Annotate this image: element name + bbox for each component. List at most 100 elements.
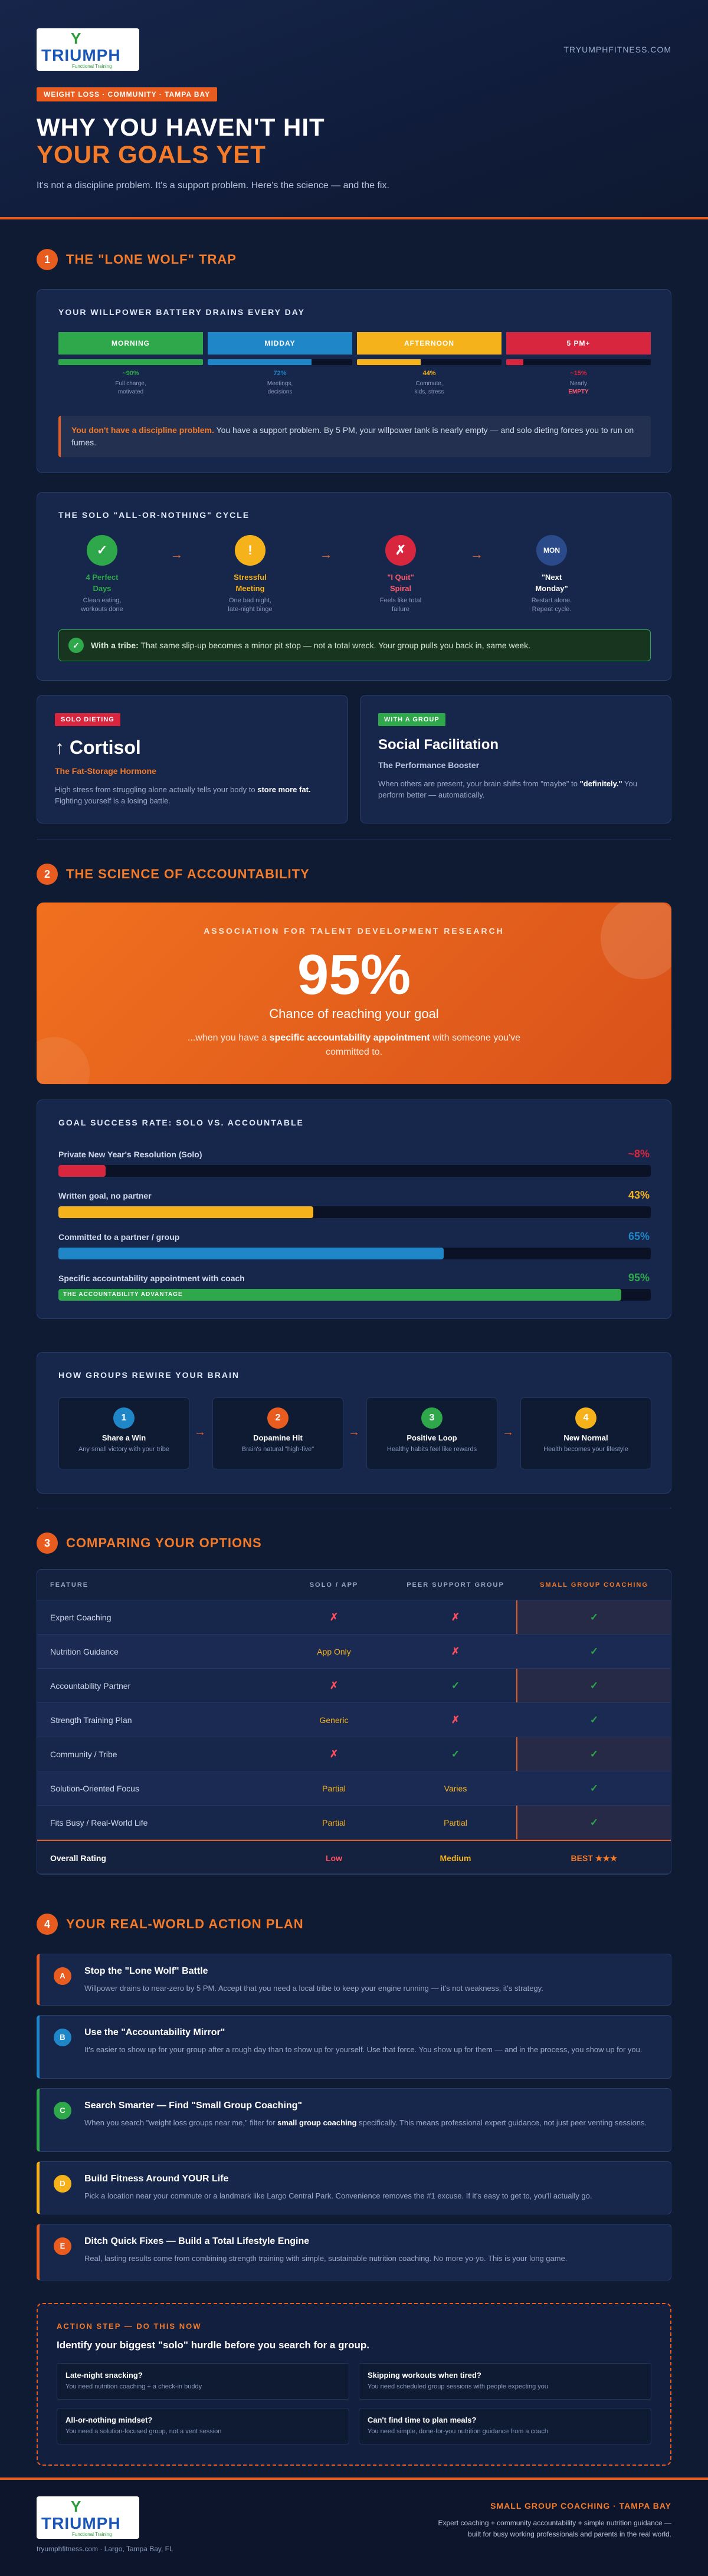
- table-cell: Partial: [322, 1784, 346, 1793]
- chart-bar: [58, 1206, 313, 1218]
- table-row: Accountability Partner ✗ ✓ ✓: [37, 1669, 671, 1703]
- action-item: D Build Fitness Around YOUR Life Pick a lo…: [37, 2161, 671, 2214]
- label-line: "I Quit": [387, 573, 414, 582]
- check-icon: ✓: [68, 638, 84, 653]
- action-letter: C: [54, 2102, 71, 2119]
- label-line: Stressful: [234, 573, 267, 582]
- desc-line: Feels like total: [379, 597, 422, 604]
- table-cell: Generic: [319, 1715, 349, 1725]
- comparison-table: FEATURE SOLO / APP PEER SUPPORT GROUP SMALL…: [37, 1569, 671, 1875]
- stat-detail: ...when you have a specific accountabili…: [37, 1031, 671, 1059]
- hero-title-line-1: WHY YOU HAVEN'T HIT: [37, 113, 325, 141]
- cycle-step-label: "Next Monday": [502, 572, 602, 594]
- brain-step: 2 Dopamine Hit Brain's natural "high-five": [212, 1397, 343, 1469]
- logo-mark-icon: Y: [71, 2498, 81, 2515]
- desc-line: Clean eating,: [83, 597, 122, 604]
- action-letter: D: [54, 2175, 71, 2193]
- step-label: Positive Loop: [407, 1433, 457, 1442]
- brain-step: 4 New Normal Health becomes your lifestyle: [520, 1397, 651, 1469]
- overall-value: Low: [326, 1853, 342, 1863]
- table-header-row: FEATURE SOLO / APP PEER SUPPORT GROUP SMALL…: [37, 1570, 671, 1600]
- table-cell: ✓: [451, 1680, 460, 1691]
- stat-percent: 95%: [297, 943, 411, 1006]
- logo-tagline: Functional Training: [72, 64, 112, 69]
- feature-name: Fits Busy / Real-World Life: [50, 1818, 148, 1827]
- cycle-step-desc: One bad night, late-night binge: [200, 596, 300, 614]
- section-number: 3: [37, 1533, 58, 1554]
- arrow-right-icon: →: [502, 1426, 514, 1439]
- battery-description: Commute, kids, stress: [357, 380, 502, 396]
- arrow-right-icon: →: [470, 547, 483, 562]
- brain-step: 1 Share a Win Any small victory with your …: [58, 1397, 189, 1469]
- label-line: 4 Perfect: [86, 573, 119, 582]
- arrow-right-icon: →: [194, 1426, 206, 1439]
- step-number: 4: [575, 1407, 596, 1429]
- desc-emphasis: small group coaching: [277, 2118, 357, 2127]
- table-cell: Varies: [444, 1784, 467, 1793]
- desc-line: Restart alone.: [531, 597, 572, 604]
- arrow-right-icon: →: [319, 547, 333, 562]
- section-title: THE SCIENCE OF ACCOUNTABILITY: [66, 867, 310, 881]
- hurdle-option[interactable]: Late-night snacking? You need nutrition c…: [57, 2363, 349, 2400]
- success-rate-chart: GOAL SUCCESS RATE: SOLO VS. ACCOUNTABLE …: [37, 1100, 671, 1319]
- brain-step: 3 Positive Loop Healthy habits feel like r…: [366, 1397, 497, 1469]
- action-step-question: Identify your biggest "solo" hurdle befo…: [57, 2339, 369, 2351]
- solo-description: High stress from struggling alone actual…: [55, 784, 332, 806]
- logo[interactable]: Y TRIUMPH Functional Training: [37, 28, 139, 71]
- overall-label: Overall Rating: [50, 1853, 106, 1863]
- battery-meter: [58, 359, 203, 365]
- label-line: "Next: [541, 573, 562, 582]
- desc-line: Meetings,: [267, 380, 293, 387]
- detail-part: ...when you have a: [187, 1033, 270, 1043]
- battery-percent: ~15%: [570, 370, 587, 377]
- desc-line: EMPTY: [568, 389, 589, 395]
- stat-hero-card: ASSOCIATION FOR TALENT DEVELOPMENT RESEA…: [37, 903, 671, 1084]
- card-title: YOUR WILLPOWER BATTERY DRAINS EVERY DAY: [58, 307, 305, 317]
- group-description: When others are present, your brain shif…: [378, 778, 655, 800]
- action-description: When you search "weight loss groups near…: [84, 2117, 651, 2129]
- step-desc: Any small victory with your tribe: [78, 1446, 170, 1453]
- desc-line: decisions: [267, 389, 293, 395]
- feature-name: Community / Tribe: [50, 1750, 117, 1759]
- chart-value-label: 65%: [628, 1230, 650, 1242]
- willpower-battery-card: YOUR WILLPOWER BATTERY DRAINS EVERY DAY …: [37, 289, 671, 473]
- desc-line: kids, stress: [414, 389, 444, 395]
- site-url[interactable]: TRYUMPHFITNESS.COM: [563, 45, 671, 54]
- hurdle-option[interactable]: Can't find time to plan meals? You need s…: [359, 2408, 651, 2444]
- table-cell: ✓: [589, 1748, 599, 1760]
- logo-mark-icon: Y: [71, 29, 81, 47]
- table-cell: Partial: [444, 1818, 467, 1827]
- section-number: 1: [37, 249, 58, 270]
- stat-caption: Chance of reaching your goal: [269, 1006, 439, 1021]
- footer-logo[interactable]: Y TRIUMPH Functional Training: [37, 2496, 139, 2539]
- hero-title-line-2: YOUR GOALS YET: [37, 140, 266, 168]
- table-row: Strength Training Plan Generic ✗ ✓: [37, 1703, 671, 1737]
- desc-part: specifically. This means professional ex…: [356, 2118, 647, 2127]
- desc-part: High stress from struggling alone actual…: [55, 785, 258, 794]
- with-group-card: WITH A GROUP Social Facilitation The Per…: [360, 695, 671, 823]
- table-cell: ✗: [329, 1748, 339, 1760]
- hurdle-answer: You need a solution-focused group, not a…: [65, 2428, 222, 2435]
- action-description: It's easier to show up for your group af…: [84, 2045, 643, 2054]
- table-row: Expert Coaching ✗ ✗ ✓: [37, 1600, 671, 1635]
- desc-line: late-night binge: [228, 606, 273, 613]
- group-subtitle: The Performance Booster: [378, 760, 480, 770]
- cycle-step-label: 4 Perfect Days: [52, 572, 152, 594]
- table-cell: ✓: [589, 1612, 599, 1623]
- hurdle-option[interactable]: All-or-nothing mindset? You need a soluti…: [57, 2408, 349, 2444]
- cycle-step-icon: ✓: [87, 535, 117, 566]
- hurdle-answer: You need scheduled group sessions with p…: [368, 2383, 548, 2390]
- overall-value: BEST ★★★: [571, 1853, 618, 1863]
- hurdle-question: Can't find time to plan meals?: [368, 2416, 477, 2424]
- solo-subtitle: The Fat-Storage Hormone: [55, 766, 156, 776]
- table-cell: ✓: [589, 1680, 599, 1691]
- cycle-step-icon: MON: [536, 535, 567, 566]
- battery-meter: [357, 359, 502, 365]
- footer-heading: SMALL GROUP COACHING · TAMPA BAY: [490, 2501, 671, 2511]
- action-item: E Ditch Quick Fixes — Build a Total Lifes…: [37, 2224, 671, 2280]
- action-description: Pick a location near your commute or a l…: [84, 2191, 592, 2200]
- hurdle-option[interactable]: Skipping workouts when tired? You need sc…: [359, 2363, 651, 2400]
- table-cell: ✗: [451, 1714, 460, 1725]
- action-letter: E: [54, 2237, 71, 2255]
- desc-line: One bad night,: [228, 597, 272, 604]
